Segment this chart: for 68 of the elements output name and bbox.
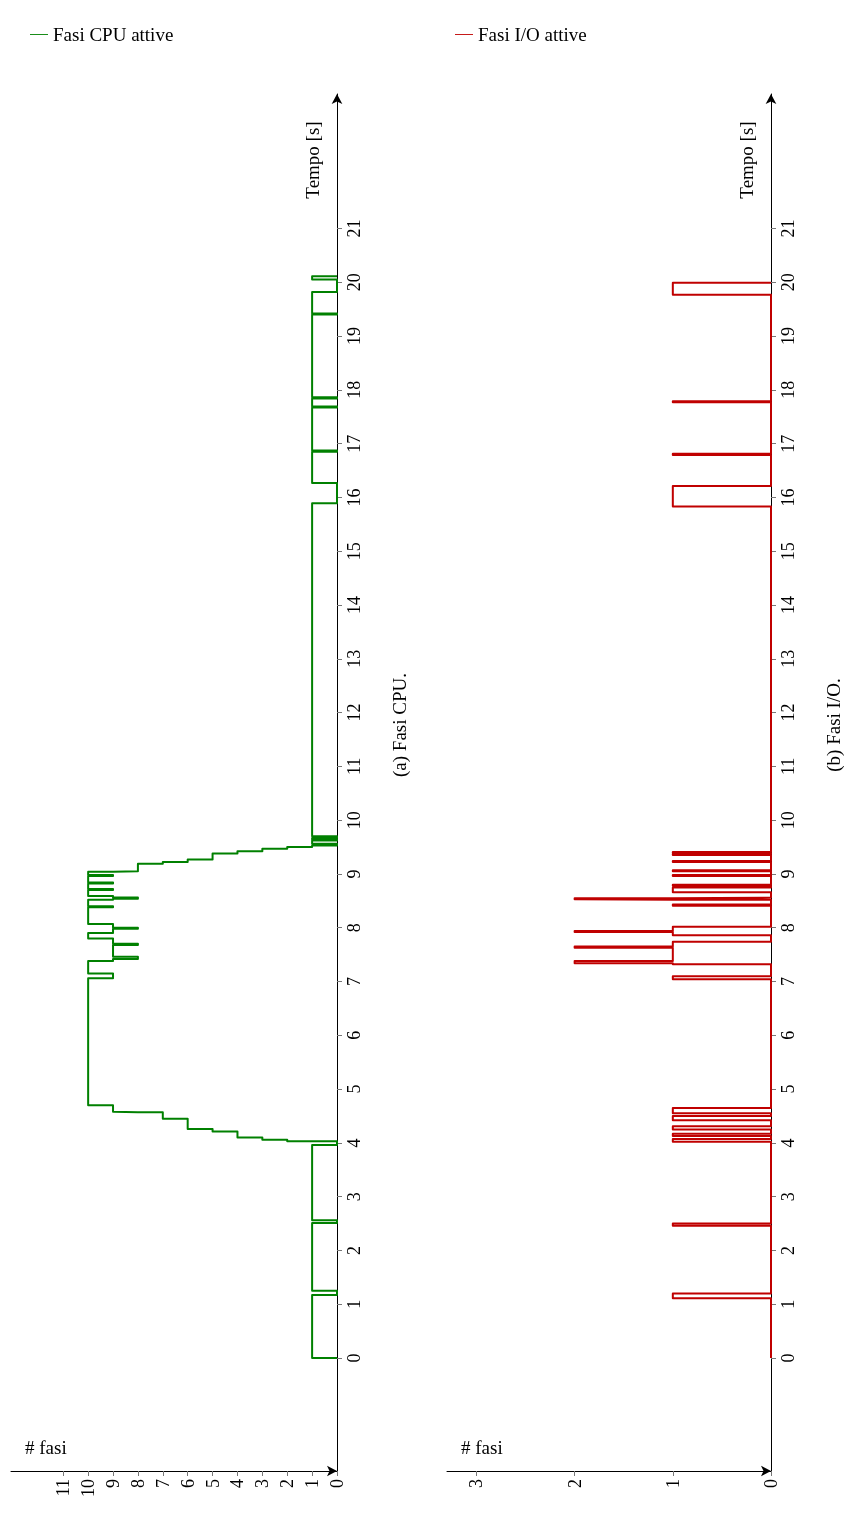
y-tick-label: 18: [778, 380, 798, 399]
y-tick-label: 4: [778, 1138, 798, 1148]
y-tick-label: 13: [344, 649, 364, 668]
y-tick-label: 12: [778, 703, 798, 722]
y-tick-label: 3: [344, 1192, 364, 1202]
y-tick-label: 6: [778, 1030, 798, 1040]
y-tick-label: 5: [778, 1084, 798, 1094]
x-tick-label: 11: [53, 1479, 74, 1497]
y-tick-label: 4: [344, 1138, 364, 1148]
x-axis-title: # fasi: [461, 1437, 503, 1458]
y-tick-label: 1: [344, 1299, 364, 1309]
y-axis-title: Tempo [s]: [301, 121, 323, 199]
x-axis-title: # fasi: [25, 1437, 67, 1458]
y-tick-label: 2: [344, 1245, 364, 1255]
y-tick-label: 15: [344, 542, 364, 561]
text: (b) Fasi I/O.: [822, 678, 845, 772]
y-tick-label: 21: [778, 219, 798, 238]
y-tick-label: 8: [344, 923, 364, 933]
legend-label: Fasi I/O attive: [478, 24, 587, 45]
x-tick-label: 2: [277, 1479, 298, 1488]
y-tick-label: 1: [778, 1299, 798, 1309]
y-tick-label: 0: [344, 1353, 364, 1363]
y-tick-label: 16: [344, 488, 364, 507]
y-tick-label: 14: [344, 596, 364, 614]
x-tick-label: 10: [78, 1479, 99, 1497]
x-tick-label: 1: [302, 1479, 323, 1488]
x-tick-label: 3: [252, 1479, 273, 1488]
x-tick-label: 5: [202, 1479, 223, 1488]
y-tick-label: 21: [344, 219, 364, 238]
x-tick-label: 6: [177, 1479, 198, 1488]
y-tick-label: 11: [778, 757, 798, 776]
y-axis-title: Tempo [s]: [735, 121, 757, 199]
y-tick-label: 10: [344, 811, 364, 830]
text: (a) Fasi CPU.: [388, 673, 411, 777]
y-tick-label: 8: [778, 923, 798, 933]
x-tick-label: 0: [761, 1479, 781, 1488]
x-tick-label: 9: [103, 1479, 124, 1488]
x-tick-label: 4: [227, 1479, 248, 1488]
legend-label: Fasi CPU attive: [53, 24, 174, 45]
y-tick-label: 2: [778, 1245, 798, 1255]
y-tick-label: 10: [778, 811, 798, 830]
y-tick-label: 13: [778, 649, 798, 668]
y-tick-label: 20: [344, 273, 364, 292]
y-tick-label: 19: [778, 327, 798, 346]
y-tick-label: 5: [344, 1084, 364, 1094]
y-tick-label: 0: [778, 1353, 798, 1363]
x-tick-label: 1: [662, 1479, 683, 1488]
y-tick-label: 11: [344, 757, 364, 776]
y-tick-label: 9: [778, 869, 798, 879]
x-tick-label: 0: [327, 1479, 347, 1488]
y-tick-label: 20: [778, 273, 798, 292]
y-tick-label: 17: [344, 434, 364, 453]
x-tick-label: 7: [152, 1479, 173, 1488]
y-tick-label: 3: [778, 1192, 798, 1202]
x-tick-label: 2: [564, 1479, 585, 1488]
y-tick-label: 17: [778, 434, 798, 453]
y-tick-label: 12: [344, 703, 364, 722]
y-tick-label: 7: [344, 977, 364, 987]
y-tick-label: 7: [778, 977, 798, 987]
y-tick-label: 16: [778, 488, 798, 507]
y-tick-label: 6: [344, 1030, 364, 1040]
y-tick-label: 14: [778, 596, 798, 614]
y-tick-label: 18: [344, 380, 364, 399]
x-tick-label: 8: [127, 1479, 148, 1488]
y-tick-label: 15: [778, 542, 798, 561]
x-tick-label: 3: [466, 1479, 487, 1488]
y-tick-label: 19: [344, 327, 364, 346]
y-tick-label: 9: [344, 869, 364, 879]
